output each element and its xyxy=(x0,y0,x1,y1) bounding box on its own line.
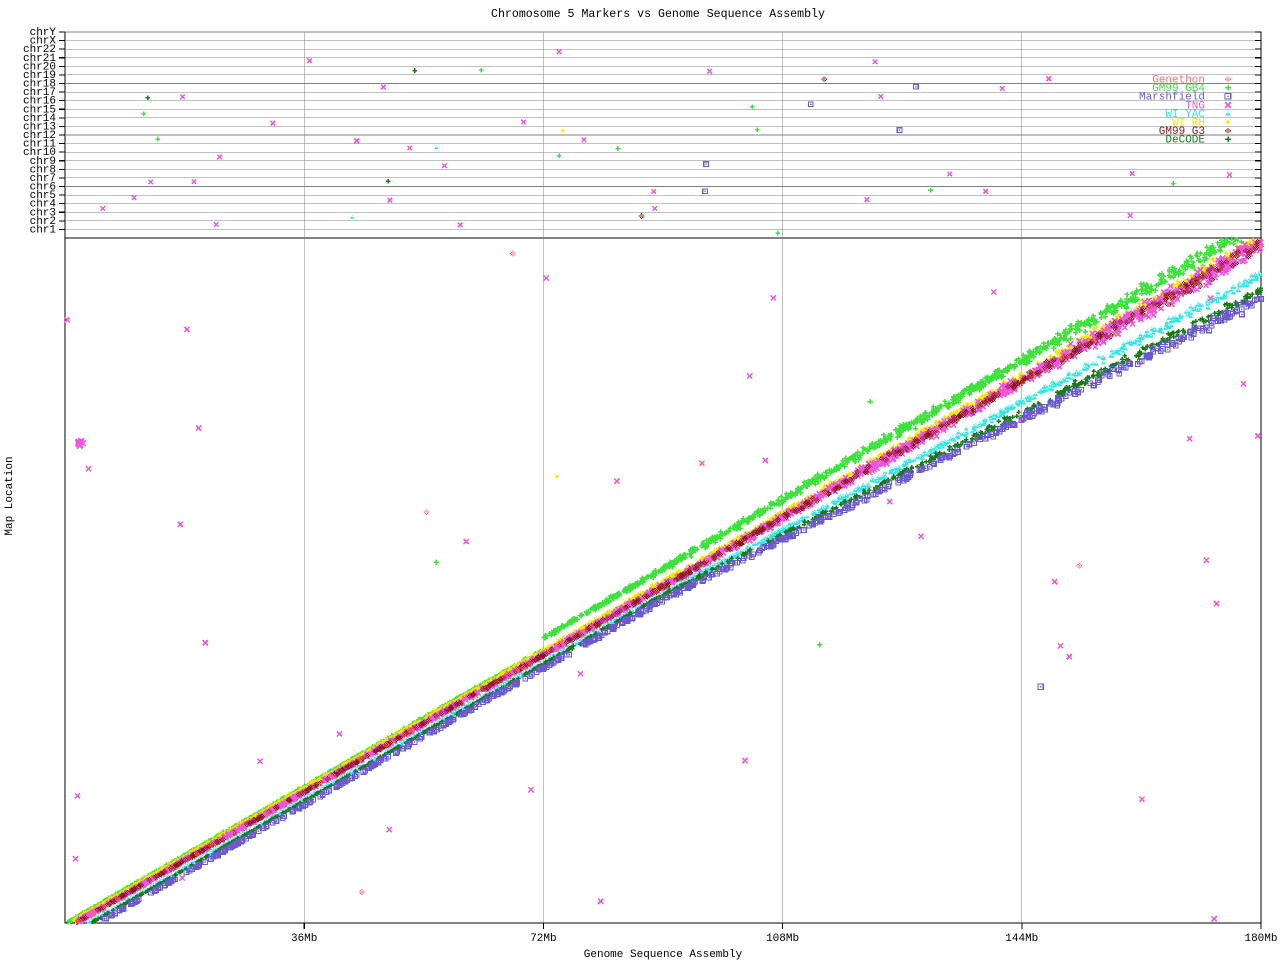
svg-text:chr1: chr1 xyxy=(30,224,57,236)
svg-text:108Mb: 108Mb xyxy=(766,933,799,945)
svg-text:180Mb: 180Mb xyxy=(1244,933,1277,945)
svg-text:144Mb: 144Mb xyxy=(1005,933,1038,945)
svg-text:Chromosome 5 Markers vs Genome: Chromosome 5 Markers vs Genome Sequence … xyxy=(491,8,825,21)
svg-text:36Mb: 36Mb xyxy=(291,933,317,945)
svg-text:72Mb: 72Mb xyxy=(530,933,556,945)
svg-text:Genome Sequence Assembly: Genome Sequence Assembly xyxy=(584,949,743,960)
svg-text:Map Location: Map Location xyxy=(4,456,16,535)
